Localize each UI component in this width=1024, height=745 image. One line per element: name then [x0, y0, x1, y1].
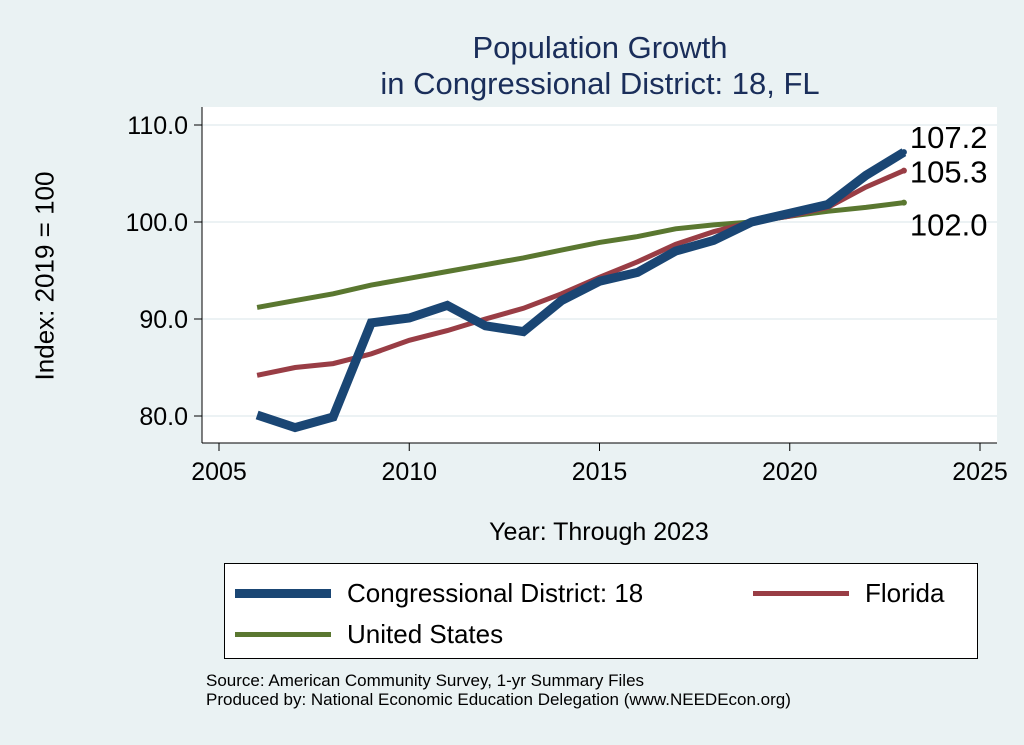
x-tick-label: 2005	[191, 458, 247, 486]
x-tick-label: 2015	[572, 458, 628, 486]
y-tick-label: 90.0	[139, 306, 188, 334]
y-tick-label: 110.0	[127, 112, 188, 140]
end-label-florida: 105.3	[910, 155, 988, 190]
series-line-district	[255, 148, 907, 433]
end-marker	[900, 199, 907, 206]
end-label-us: 102.0	[910, 208, 988, 243]
x-axis-label: Year: Through 2023	[489, 518, 709, 546]
legend-item-us: United States	[235, 619, 503, 650]
source-line-2: Produced by: National Economic Education…	[206, 690, 791, 709]
end-label-district: 107.2	[910, 120, 988, 155]
legend-label-florida: Florida	[865, 578, 945, 608]
legend-swatch-district	[235, 589, 331, 598]
legend-swatch-us	[235, 632, 331, 637]
y-tick-label: 80.0	[139, 403, 188, 431]
x-tick-label: 2020	[762, 458, 818, 486]
chart-subtitle: in Congressional District: 18, FL	[380, 66, 820, 101]
x-tick-label: 2025	[952, 458, 1008, 486]
legend-label-district: Congressional District: 18	[347, 578, 644, 608]
x-tick-label: 2010	[381, 458, 437, 486]
legend-swatch-florida	[753, 591, 849, 596]
y-tick-label: 100.0	[125, 209, 188, 237]
source-line-1: Source: American Community Survey, 1-yr …	[206, 671, 645, 690]
legend: Congressional District: 18 Florida Unite…	[224, 563, 978, 659]
legend-item-florida: Florida	[753, 578, 944, 609]
y-axis-label: Index: 2019 = 100	[29, 171, 60, 381]
chart-title: Population Growth	[472, 30, 728, 65]
end-marker	[900, 149, 907, 156]
end-marker	[900, 167, 907, 174]
legend-label-us: United States	[347, 619, 504, 649]
source-note: Source: American Community Survey, 1-yr …	[206, 671, 791, 709]
legend-item-district: Congressional District: 18	[235, 578, 643, 609]
